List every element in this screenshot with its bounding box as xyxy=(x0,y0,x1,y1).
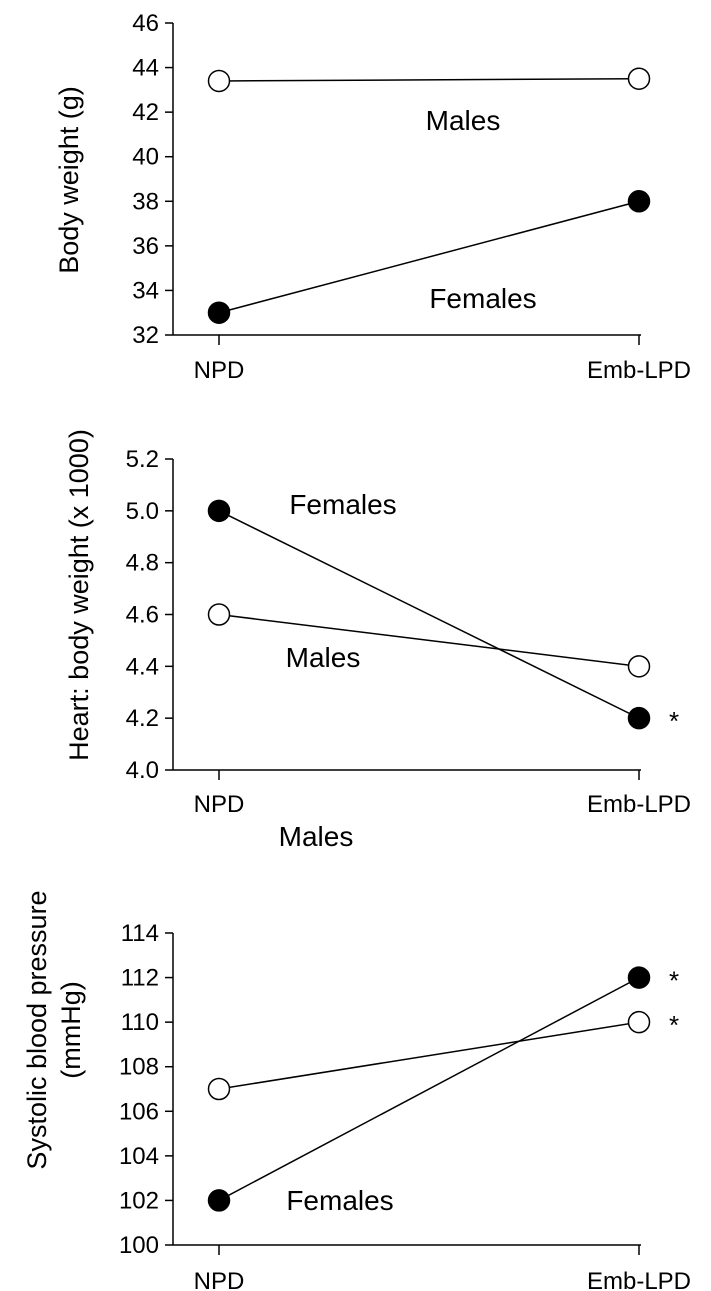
y-tick-label: 5.0 xyxy=(126,498,159,525)
y-tick-label: 114 xyxy=(121,920,159,947)
significance-marker: * xyxy=(669,1010,679,1040)
category-label-npd: NPD xyxy=(194,357,245,384)
y-tick-label: 4.8 xyxy=(126,550,159,577)
y-axis-title-line: (mmHg) xyxy=(56,981,86,1078)
y-axis-title-line: Heart: body weight (x 1000) xyxy=(64,429,94,761)
data-point-males-emb-lpd xyxy=(627,1010,651,1034)
series-line-females xyxy=(218,976,640,1202)
category-label-emb-lpd: Emb-LPD xyxy=(587,791,691,818)
series-label-males: Males xyxy=(426,105,501,136)
y-tick-label: 110 xyxy=(121,1009,159,1036)
chart-panel-2: 4.0 4.2 4.4 4.6 4.8 5.0 5.2 NPD Emb-LPD Heart: bo… xyxy=(64,429,691,818)
series-label-females: Females xyxy=(429,283,536,314)
y-tick-label: 102 xyxy=(119,1187,159,1214)
category-label-emb-lpd: Emb-LPD xyxy=(587,1268,691,1291)
significance-marker: * xyxy=(669,966,679,996)
y-tick-label: 32 xyxy=(132,322,159,349)
y-tick-label: 106 xyxy=(119,1098,159,1125)
y-tick-label: 112 xyxy=(121,965,159,992)
data-point-males-npd xyxy=(207,1077,231,1101)
y-tick-label: 40 xyxy=(132,144,159,171)
data-point-females-npd xyxy=(207,1189,231,1212)
series-label-females: Females xyxy=(286,1185,393,1216)
series-line-males xyxy=(218,1021,640,1090)
y-tick-label: 4.0 xyxy=(126,757,159,784)
y-tick-label: 38 xyxy=(132,188,159,215)
category-label-npd: NPD xyxy=(194,791,245,818)
data-point-females-npd xyxy=(207,301,231,324)
y-tick-label: 104 xyxy=(119,1143,159,1170)
data-point-females-emb-lpd xyxy=(627,190,651,213)
series-line-males xyxy=(218,613,640,668)
data-point-females-emb-lpd xyxy=(627,966,651,989)
y-axis-title: Body weight (g) xyxy=(54,86,84,274)
data-point-males-emb-lpd xyxy=(627,67,651,90)
y-tick-label: 46 xyxy=(132,10,159,37)
data-point-females-emb-lpd xyxy=(627,706,651,730)
data-point-males-npd xyxy=(207,69,231,93)
y-axis-title-line: Body weight (g) xyxy=(54,86,84,274)
y-axis-title-line: Systolic blood pressure xyxy=(22,890,52,1169)
y-axis-title: Systolic blood pressure (mmHg) xyxy=(22,890,86,1169)
y-tick-label: 4.6 xyxy=(126,602,159,629)
y-tick-label: 44 xyxy=(132,55,159,82)
y-tick-label: 4.4 xyxy=(126,653,159,680)
y-tick-label: 108 xyxy=(119,1054,159,1081)
series-label-females: Females xyxy=(289,489,396,520)
data-point-females-npd xyxy=(207,499,231,523)
series-line-males xyxy=(218,77,640,82)
y-tick-label: 4.2 xyxy=(126,705,159,732)
y-tick-label: 36 xyxy=(132,233,159,260)
y-tick-label: 42 xyxy=(132,99,159,126)
y-tick-label: 5.2 xyxy=(126,446,159,473)
series-label-males: Males xyxy=(286,642,361,673)
series-label-males: Males xyxy=(279,821,354,852)
data-point-males-emb-lpd xyxy=(627,655,651,678)
data-point-males-npd xyxy=(207,603,231,626)
y-axis-title: Heart: body weight (x 1000) xyxy=(64,429,94,761)
y-tick-label: 100 xyxy=(119,1232,159,1259)
y-tick-label: 34 xyxy=(132,277,159,304)
chart-panel-1: 32 34 36 38 40 42 44 46 NPD Emb-LPD Body weight (g… xyxy=(54,10,691,384)
significance-marker: * xyxy=(669,706,679,736)
series-line-females xyxy=(218,200,640,314)
category-label-emb-lpd: Emb-LPD xyxy=(587,357,691,384)
chart-panel-3: 100 102 104 106 108 110 112 114 NPD Emb-LPD Systol… xyxy=(22,821,691,1291)
series-line-females xyxy=(218,510,640,719)
category-label-npd: NPD xyxy=(194,1268,245,1291)
